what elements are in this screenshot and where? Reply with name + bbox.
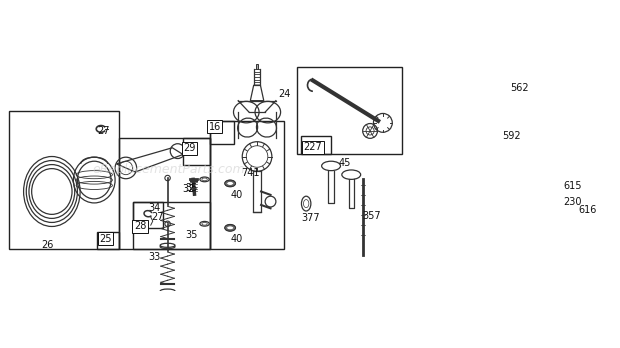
Bar [133, 201, 210, 249]
Text: 27: 27 [97, 126, 110, 136]
Circle shape [547, 184, 559, 196]
Bar [298, 67, 402, 155]
Bar [119, 138, 210, 249]
Text: 26: 26 [41, 240, 53, 250]
Text: 28: 28 [134, 221, 146, 231]
Text: 40: 40 [231, 190, 243, 200]
Bar [183, 138, 210, 165]
Text: 29: 29 [184, 143, 196, 153]
Text: 27: 27 [151, 212, 164, 222]
Text: 16: 16 [208, 122, 221, 132]
Text: 32: 32 [182, 184, 195, 194]
Text: 227: 227 [304, 142, 322, 152]
Text: 45: 45 [339, 158, 351, 168]
Bar [97, 232, 119, 249]
Text: 25: 25 [99, 234, 112, 244]
Text: 24: 24 [278, 89, 290, 99]
Text: 35: 35 [185, 183, 198, 193]
Text: 40: 40 [231, 234, 243, 244]
Bar [210, 121, 234, 144]
Bar [255, 64, 259, 69]
Text: 33: 33 [149, 252, 161, 262]
Text: 357: 357 [362, 211, 381, 221]
Text: 34: 34 [149, 203, 161, 213]
Text: 615: 615 [563, 181, 582, 191]
Text: 616: 616 [578, 205, 597, 215]
Text: 741: 741 [241, 168, 260, 178]
Text: 592: 592 [502, 131, 521, 141]
Text: 562: 562 [510, 83, 529, 93]
Bar [210, 121, 284, 249]
Bar [301, 136, 331, 155]
Ellipse shape [160, 243, 175, 247]
Ellipse shape [160, 289, 175, 293]
Text: 35: 35 [185, 230, 198, 239]
Bar [133, 201, 163, 229]
Text: 377: 377 [301, 213, 320, 223]
Text: 230: 230 [563, 197, 582, 207]
Text: eReplacementParts.com: eReplacementParts.com [92, 163, 244, 176]
Bar [9, 111, 119, 249]
